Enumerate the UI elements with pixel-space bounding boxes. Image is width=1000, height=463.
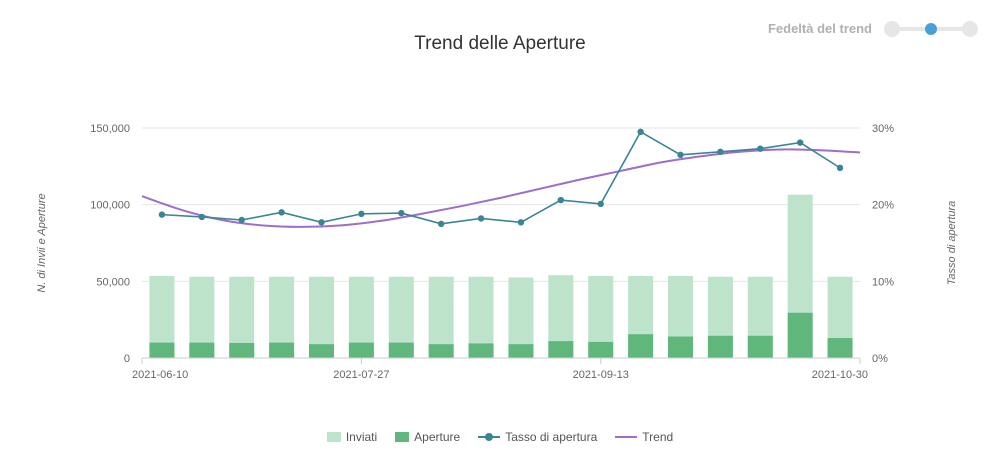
bar-aperture bbox=[787, 312, 813, 358]
y-left-tick-label: 100,000 bbox=[90, 200, 130, 212]
legend-label-tasso: Tasso di apertura bbox=[505, 430, 598, 444]
x-tick-label: 2021-07-27 bbox=[333, 369, 389, 381]
fidelity-stop-low[interactable] bbox=[884, 21, 900, 37]
y-right-tick-label: 30% bbox=[872, 123, 894, 135]
tasso-point bbox=[557, 196, 565, 204]
legend-marker-tasso bbox=[478, 432, 501, 442]
tasso-point bbox=[836, 164, 844, 172]
fidelity-label: Fedeltà del trend bbox=[767, 21, 872, 36]
y-axis-right-title: Tasso di apertura bbox=[946, 201, 958, 286]
tasso-point bbox=[477, 215, 485, 222]
fidelity-stop-high[interactable] bbox=[962, 21, 978, 37]
axes: 0 0% 50,000 10% 100,000 20% 150,000 30% 2021-06-… bbox=[90, 123, 894, 381]
fidelity-slider-thumb[interactable] bbox=[925, 23, 937, 35]
series-lines bbox=[141, 128, 861, 228]
bars-aperture bbox=[149, 312, 853, 358]
tasso-point bbox=[677, 151, 684, 159]
tasso-point bbox=[437, 220, 445, 228]
tasso-point bbox=[637, 128, 644, 136]
bar-aperture bbox=[508, 344, 534, 358]
tasso-point bbox=[238, 216, 245, 224]
bar-aperture bbox=[269, 342, 295, 358]
legend-label-aperture: Aperture bbox=[414, 430, 461, 444]
legend-item-tasso[interactable]: Tasso di apertura bbox=[478, 430, 597, 444]
bar-aperture bbox=[149, 342, 175, 358]
tasso-point bbox=[597, 200, 604, 208]
y-right-tick-label: 0% bbox=[872, 353, 888, 365]
chart-title: Trend delle Aperture bbox=[414, 33, 586, 54]
tasso-point bbox=[318, 219, 325, 226]
y-right-tick-label: 20% bbox=[872, 200, 894, 212]
tasso-point bbox=[198, 213, 206, 221]
bar-aperture bbox=[309, 344, 334, 358]
bar-aperture bbox=[229, 342, 255, 358]
bar-aperture bbox=[747, 335, 773, 358]
tasso-point bbox=[757, 145, 764, 152]
bar-aperture bbox=[189, 342, 215, 358]
tasso-point bbox=[796, 139, 804, 146]
trend-line bbox=[141, 148, 861, 228]
legend-swatch-aperture bbox=[395, 432, 410, 442]
tasso-point bbox=[358, 210, 365, 218]
x-tick-label: 2021-10-30 bbox=[812, 369, 868, 381]
bar-aperture bbox=[548, 341, 574, 358]
legend-item-inviati[interactable]: Inviati bbox=[326, 430, 378, 444]
legend-item-aperture[interactable]: Aperture bbox=[395, 430, 460, 444]
bar-aperture bbox=[707, 335, 733, 358]
bar-aperture bbox=[827, 338, 853, 358]
bar-aperture bbox=[628, 334, 654, 358]
y-axis-left-title: N. di Invii e Aperture bbox=[36, 193, 48, 292]
x-tick-label: 2021-06-10 bbox=[132, 369, 188, 381]
bar-aperture bbox=[588, 341, 614, 358]
legend-label-inviati: Inviati bbox=[345, 430, 378, 444]
y-left-tick-label: 0 bbox=[124, 353, 130, 365]
tasso-line bbox=[161, 130, 841, 225]
legend-label-trend: Trend bbox=[642, 430, 674, 444]
legend: Inviati Aperture Tasso di apertura Trend bbox=[0, 430, 1000, 444]
legend-swatch-inviati bbox=[326, 432, 341, 442]
legend-marker-trend bbox=[615, 432, 638, 442]
bars-inviati bbox=[149, 194, 853, 358]
tasso-point bbox=[158, 211, 166, 218]
x-tick-label: 2021-09-13 bbox=[573, 369, 629, 381]
bar-aperture bbox=[668, 336, 693, 358]
y-left-tick-label: 150,000 bbox=[90, 123, 130, 135]
tasso-point bbox=[717, 148, 724, 155]
legend-item-trend[interactable]: Trend bbox=[615, 430, 673, 444]
bar-aperture bbox=[388, 342, 414, 358]
bar-aperture bbox=[428, 344, 454, 358]
tasso-point bbox=[278, 209, 285, 216]
bar-aperture bbox=[348, 342, 374, 358]
y-right-tick-label: 10% bbox=[872, 276, 894, 288]
y-left-tick-label: 50,000 bbox=[96, 276, 130, 288]
tasso-point bbox=[398, 209, 405, 217]
tasso-point bbox=[517, 219, 525, 226]
fidelity-slider[interactable] bbox=[884, 20, 978, 38]
bar-aperture bbox=[468, 343, 494, 358]
